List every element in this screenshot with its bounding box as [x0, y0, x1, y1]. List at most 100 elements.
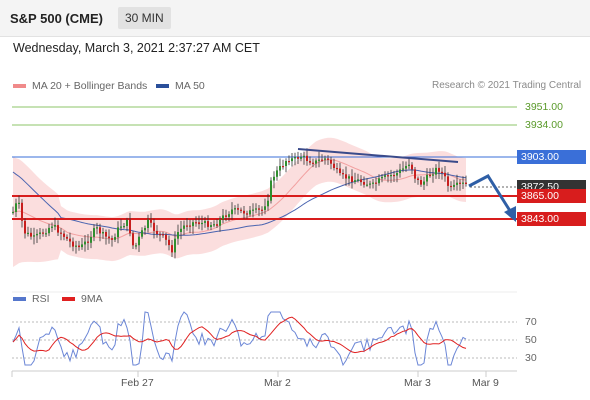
rsi-9ma-label: 9MA: [81, 293, 103, 305]
candle-body: [279, 166, 281, 171]
rsi-level-30: 30: [525, 352, 537, 364]
candle-body: [45, 233, 47, 235]
candle-body: [228, 214, 230, 217]
candle-body: [222, 215, 224, 220]
candle-body: [99, 227, 101, 234]
candle-body: [450, 185, 452, 188]
candle-body: [438, 167, 440, 172]
candle-body: [192, 222, 194, 227]
candle-body: [117, 227, 119, 238]
candle-body: [168, 239, 170, 246]
candle-body: [150, 219, 152, 223]
candle-body: [132, 233, 134, 246]
candle-body: [183, 225, 185, 229]
candle-body: [411, 164, 413, 170]
legend-9ma: 9MA: [62, 293, 103, 305]
candle-body: [282, 166, 284, 168]
candle-body: [306, 155, 308, 161]
candle-body: [456, 182, 458, 185]
candle-body: [459, 182, 461, 184]
candle-body: [243, 210, 245, 214]
candle-body: [48, 227, 50, 234]
forecast-arrow: [468, 174, 514, 215]
candle-body: [333, 163, 335, 168]
candle-body: [18, 202, 20, 204]
candle-body: [288, 161, 290, 163]
candle-body: [207, 221, 209, 227]
ma20-label: MA 20 + Bollinger Bands: [32, 80, 148, 92]
candle-body: [309, 161, 311, 163]
ma50-swatch: [156, 84, 169, 89]
x-label-mar2: Mar 2: [264, 377, 291, 389]
candle-body: [90, 237, 92, 243]
candle-body: [120, 226, 122, 228]
rsi-swatch: [13, 297, 26, 302]
candle-body: [267, 200, 269, 207]
legend-ma50: MA 50: [156, 80, 205, 92]
candle-body: [321, 159, 323, 161]
candle-body: [162, 234, 164, 236]
candle-body: [399, 169, 401, 173]
candle-body: [405, 166, 407, 169]
candle-body: [318, 159, 320, 161]
candle-body: [444, 172, 446, 177]
price-label-3843: 3843.00: [517, 212, 586, 226]
candle-body: [54, 225, 56, 227]
candle-body: [81, 244, 83, 248]
candle-body: [195, 222, 197, 224]
candle-body: [462, 182, 464, 184]
candle-body: [114, 237, 116, 240]
candle-body: [66, 236, 68, 239]
candle-body: [249, 210, 251, 215]
price-label-3865: 3865.00: [517, 189, 586, 203]
candle-body: [105, 232, 107, 237]
candle-body: [180, 228, 182, 232]
candle-body: [177, 232, 179, 239]
price-label-3903: 3903.00: [517, 150, 586, 164]
candle-body: [432, 174, 434, 176]
candle-body: [330, 159, 332, 164]
candle-body: [276, 170, 278, 177]
candle-body: [213, 224, 215, 226]
candle-body: [366, 184, 368, 186]
candle-body: [171, 245, 173, 253]
candle-body: [75, 245, 77, 247]
candle-body: [219, 219, 221, 226]
candle-body: [60, 232, 62, 234]
candle-body: [147, 219, 149, 228]
candle-body: [246, 213, 248, 215]
candle-body: [135, 245, 137, 247]
candle-body: [201, 222, 203, 225]
candle-body: [153, 222, 155, 231]
candle-body: [453, 184, 455, 187]
x-label-mar9: Mar 9: [472, 377, 499, 389]
candle-body: [291, 158, 293, 162]
candle-body: [21, 202, 23, 221]
candle-body: [141, 230, 143, 237]
candle-body: [123, 226, 125, 228]
candle-body: [72, 241, 74, 247]
candle-body: [225, 215, 227, 217]
candle-body: [414, 169, 416, 179]
timeframe-button[interactable]: 30 MIN: [118, 7, 171, 29]
candle-body: [375, 182, 377, 184]
candle-body: [78, 245, 80, 248]
candle-body: [24, 220, 26, 234]
candle-body: [408, 164, 410, 166]
candle-body: [387, 175, 389, 177]
candle-body: [102, 232, 104, 234]
chart-header: S&P 500 (CME) 30 MIN: [0, 0, 590, 37]
candle-body: [324, 158, 326, 160]
candle-body: [240, 209, 242, 211]
candle-body: [351, 176, 353, 182]
candle-body: [15, 203, 17, 212]
ma20-swatch: [13, 84, 26, 89]
candle-body: [339, 168, 341, 173]
candle-body: [27, 232, 29, 234]
candle-body: [108, 236, 110, 239]
forecast-arrow-head: [504, 206, 516, 222]
candle-body: [126, 220, 128, 226]
candle-body: [336, 168, 338, 170]
candle-body: [159, 234, 161, 236]
